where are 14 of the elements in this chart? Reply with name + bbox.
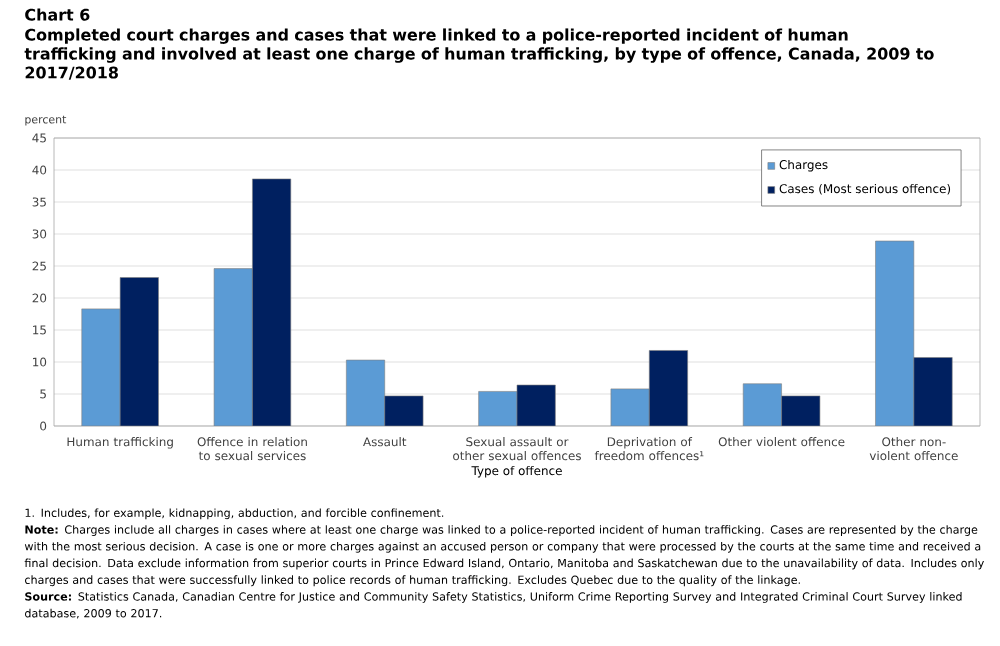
bar — [516, 384, 556, 426]
bar — [346, 359, 386, 426]
bar — [213, 268, 253, 426]
bar — [384, 395, 424, 426]
bar — [252, 178, 292, 426]
bar — [742, 383, 782, 426]
bar — [81, 308, 121, 426]
bar — [875, 240, 915, 426]
bar — [781, 395, 821, 426]
bar — [478, 391, 518, 426]
bar — [913, 357, 953, 426]
bar — [648, 350, 688, 426]
bar — [119, 277, 159, 426]
bar — [610, 388, 650, 426]
